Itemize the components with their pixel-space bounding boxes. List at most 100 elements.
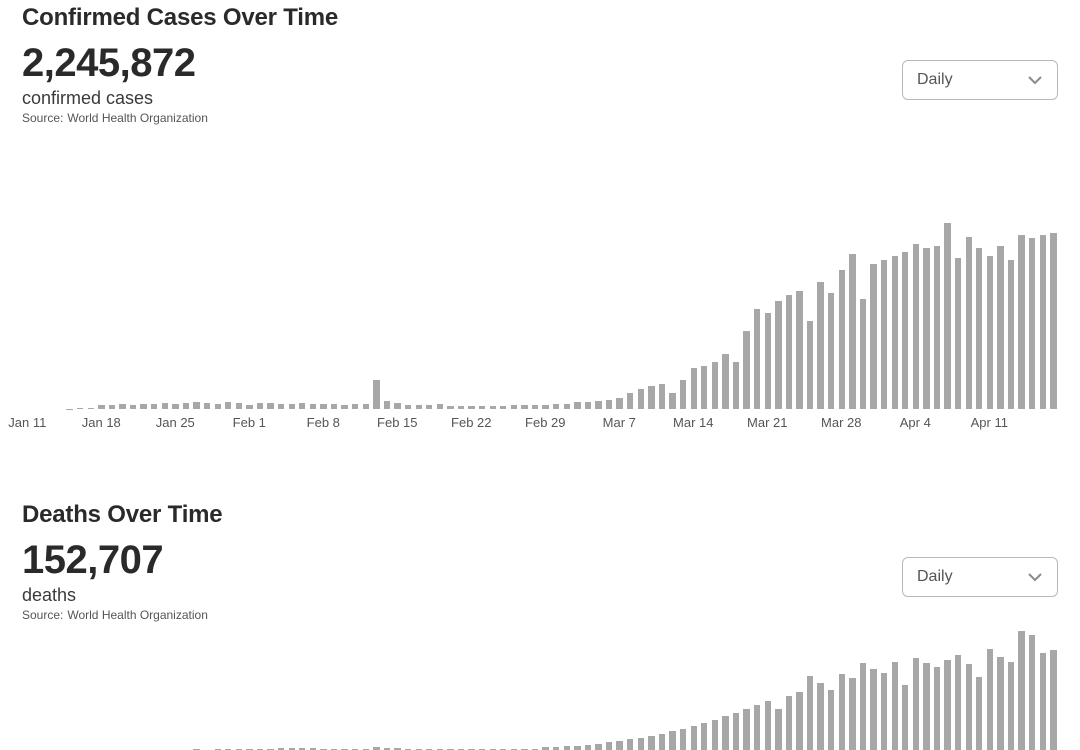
- bar: [551, 404, 562, 409]
- bar: [96, 405, 107, 409]
- bar: [868, 669, 879, 750]
- bar: [339, 405, 350, 409]
- bar: [688, 368, 699, 409]
- bar: [932, 667, 943, 750]
- bar: [1048, 233, 1059, 409]
- bar: [889, 256, 900, 409]
- bar: [720, 716, 731, 750]
- bar: [826, 293, 837, 409]
- chevron-down-icon: [1027, 72, 1043, 88]
- source-label: Source:: [22, 608, 63, 622]
- bar: [445, 406, 456, 409]
- bar: [191, 402, 202, 409]
- frequency-dropdown[interactable]: Daily: [902, 60, 1058, 100]
- x-axis-label: Jan 18: [82, 415, 121, 430]
- bar: [995, 246, 1006, 409]
- panel-confirmed-cases: Confirmed Cases Over Time 2,245,872 conf…: [0, 0, 1080, 443]
- bar: [593, 401, 604, 409]
- bar: [911, 244, 922, 409]
- bar: [741, 331, 752, 409]
- bar: [879, 673, 890, 750]
- bar: [75, 408, 86, 409]
- bar: [889, 662, 900, 750]
- bar: [752, 705, 763, 750]
- frequency-dropdown[interactable]: Daily: [902, 557, 1058, 597]
- bar: [181, 403, 192, 409]
- bar: [276, 404, 287, 409]
- bar: [636, 389, 647, 409]
- bar: [688, 726, 699, 750]
- source-value: World Health Organization: [67, 608, 208, 622]
- bar: [646, 386, 657, 409]
- bar: [837, 270, 848, 409]
- x-axis: Jan 11Jan 18Jan 25Feb 1Feb 8Feb 15Feb 22…: [22, 415, 1058, 443]
- chevron-down-icon: [1027, 569, 1043, 585]
- bar: [519, 405, 530, 409]
- bar: [858, 663, 869, 750]
- bar: [879, 260, 890, 409]
- bar: [160, 403, 171, 409]
- bar: [794, 291, 805, 409]
- source-label: Source:: [22, 111, 63, 125]
- bar: [1048, 650, 1059, 750]
- bar: [762, 313, 773, 409]
- bar: [741, 709, 752, 750]
- bar: [815, 282, 826, 409]
- bar: [107, 405, 118, 409]
- bar: [678, 729, 689, 750]
- bar: [128, 405, 139, 409]
- x-axis-label: Mar 21: [747, 415, 787, 430]
- bar-chart: Jan 11Jan 18Jan 25Feb 1Feb 8Feb 15Feb 22…: [22, 213, 1058, 443]
- x-axis-label: Mar 14: [673, 415, 713, 430]
- bar: [625, 739, 636, 750]
- dropdown-label: Daily: [917, 71, 953, 89]
- bar: [1027, 238, 1038, 409]
- bar: [921, 663, 932, 750]
- bar: [223, 402, 234, 409]
- bar: [456, 406, 467, 409]
- bar: [286, 404, 297, 409]
- dropdown-label: Daily: [917, 568, 953, 586]
- bar: [784, 696, 795, 750]
- bar: [1027, 635, 1038, 750]
- bars-container: [22, 213, 1058, 409]
- x-axis-label: Feb 1: [233, 415, 266, 430]
- bar: [435, 404, 446, 409]
- bar: [477, 406, 488, 409]
- bar: [614, 398, 625, 409]
- source-line: Source: World Health Organization: [22, 608, 1058, 622]
- bar: [117, 404, 128, 409]
- bar: [561, 404, 572, 409]
- bar: [657, 384, 668, 409]
- bar: [202, 403, 213, 409]
- bar: [921, 248, 932, 409]
- bar: [667, 393, 678, 409]
- bar: [308, 404, 319, 409]
- bar: [942, 660, 953, 750]
- bar: [1006, 260, 1017, 409]
- x-axis-label: Jan 11: [8, 415, 46, 430]
- bar: [509, 405, 520, 409]
- bar: [731, 362, 742, 409]
- panel-title: Confirmed Cases Over Time: [22, 4, 1058, 32]
- bar: [583, 402, 594, 409]
- bar: [868, 264, 879, 409]
- bar: [265, 403, 276, 409]
- bar: [699, 723, 710, 750]
- bar: [963, 237, 974, 409]
- bar: [498, 406, 509, 409]
- bar: [572, 402, 583, 409]
- bar: [932, 246, 943, 409]
- bar: [985, 256, 996, 409]
- x-axis-label: Apr 4: [900, 415, 931, 430]
- bar: [413, 405, 424, 409]
- bar: [995, 657, 1006, 750]
- bar: [805, 321, 816, 409]
- bar: [974, 677, 985, 750]
- bar: [805, 676, 816, 750]
- panel-title: Deaths Over Time: [22, 501, 1058, 529]
- bar: [1038, 235, 1049, 409]
- bar: [646, 736, 657, 750]
- bar: [826, 690, 837, 750]
- bar: [710, 362, 721, 409]
